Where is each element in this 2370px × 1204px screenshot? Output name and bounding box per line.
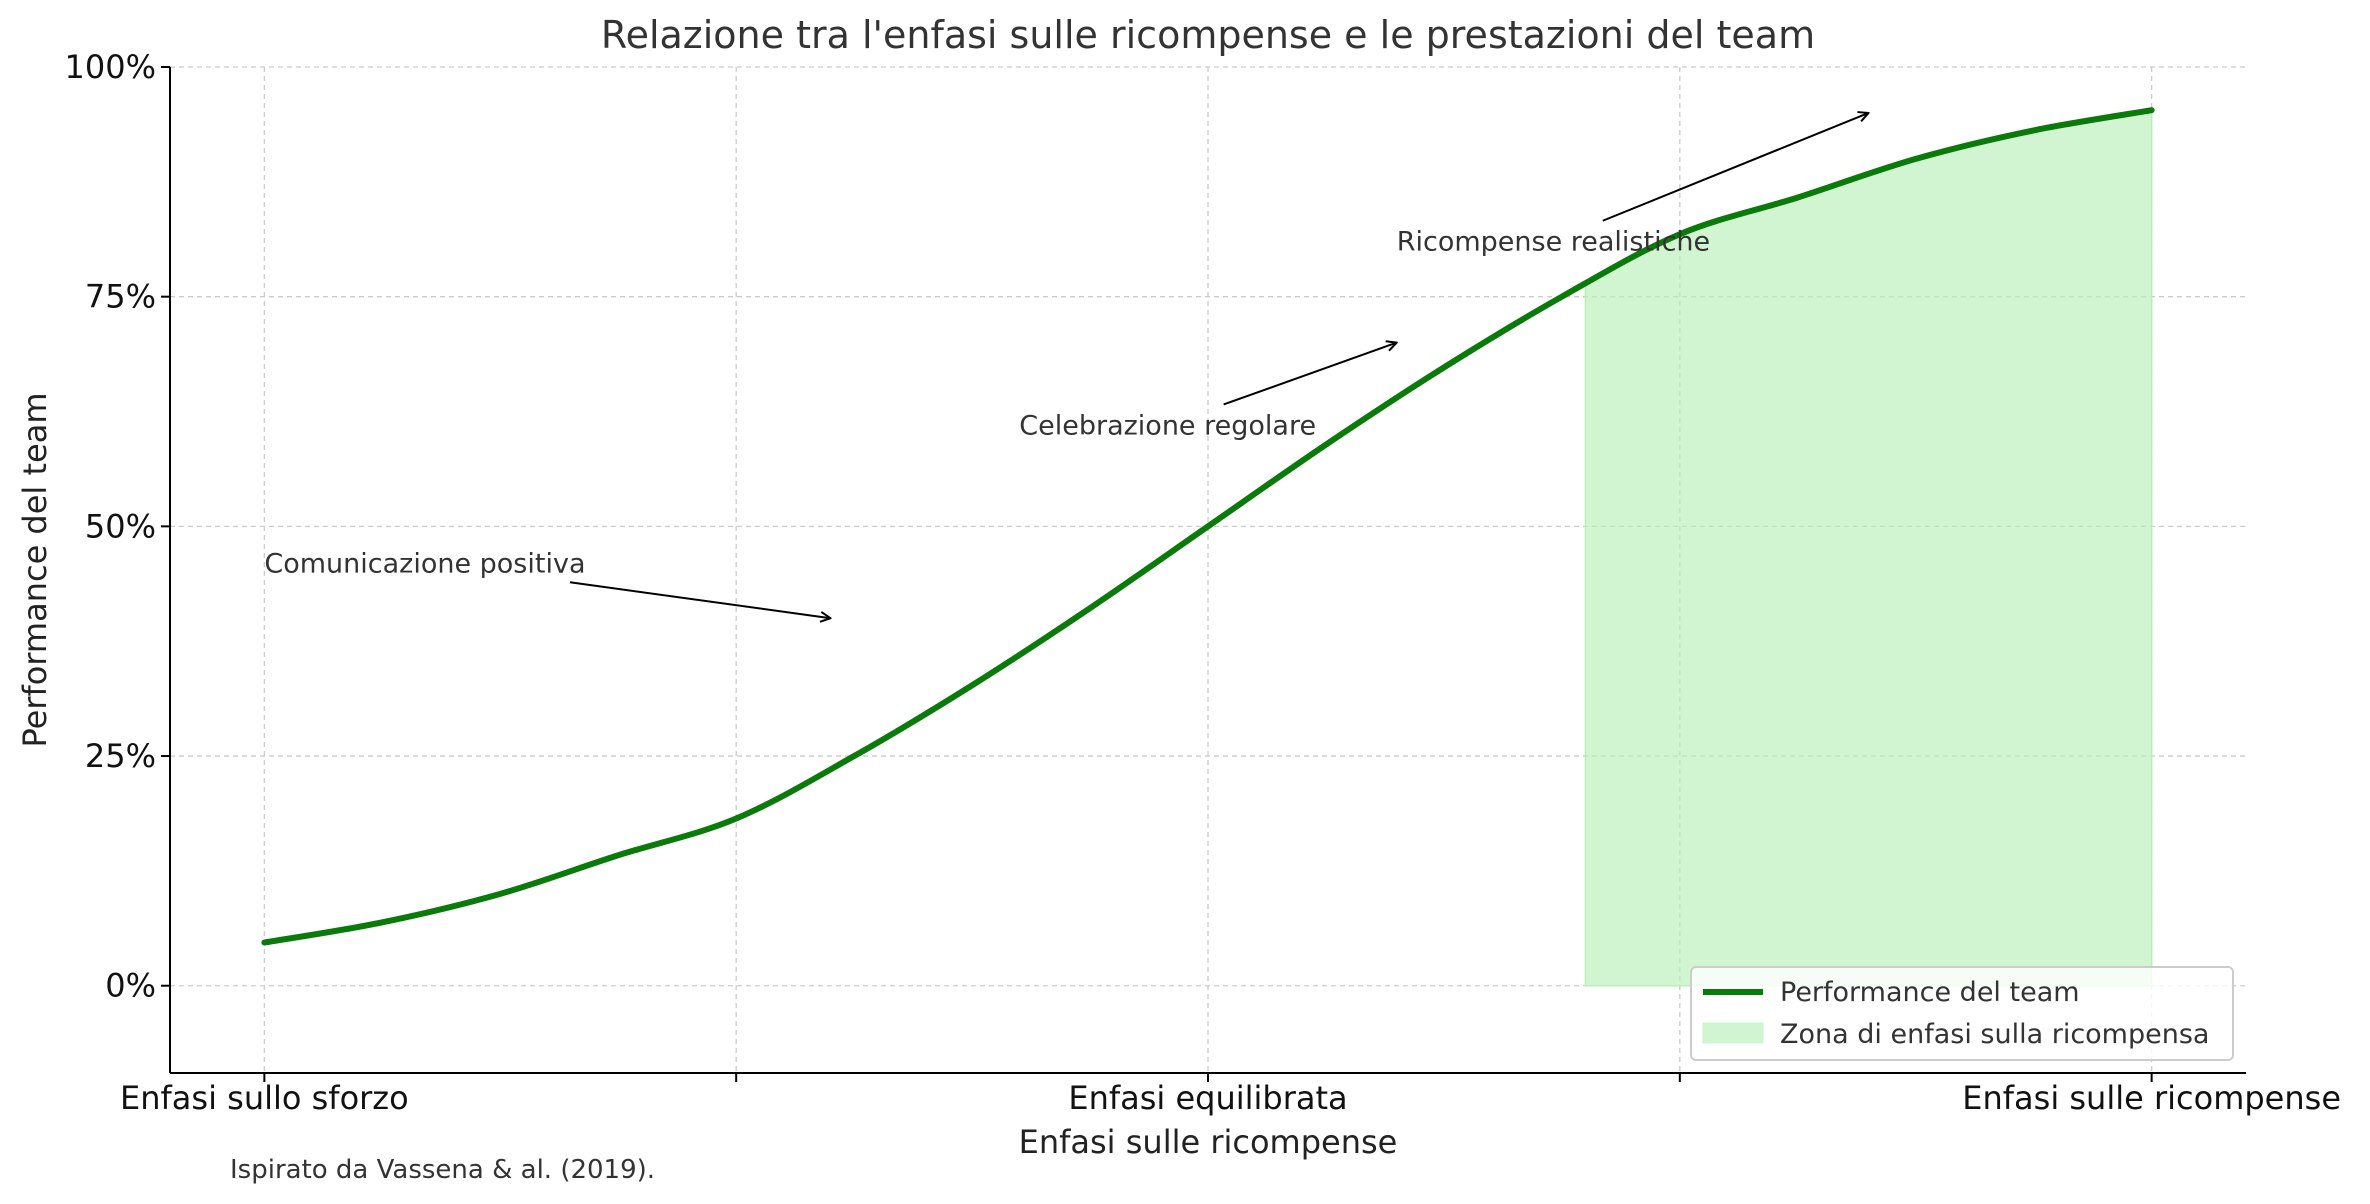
legend-label-performance: Performance del team <box>1780 977 2080 1008</box>
annotation-arrow <box>569 581 831 618</box>
x-tick-label: Enfasi sullo sforzo <box>120 1079 409 1117</box>
annotations: Comunicazione positiva Celebrazione regol… <box>264 113 1868 618</box>
x-axis-label: Enfasi sulle ricompense <box>1019 1123 1398 1161</box>
x-tick-label: Enfasi equilibrata <box>1068 1079 1347 1117</box>
annotation-text: Comunicazione positiva <box>264 548 585 579</box>
y-tick-label: 25% <box>85 737 156 775</box>
y-ticks: 0% 25% 50% 75% 100% <box>65 48 170 1005</box>
source-note: Ispirato da Vassena & al. (2019). <box>230 1155 655 1185</box>
legend-frame <box>1690 966 2234 1061</box>
y-tick-label: 50% <box>85 507 156 545</box>
legend: Performance del team Zona di enfasi sull… <box>1690 966 2234 1061</box>
annotation-arrow <box>1223 343 1397 406</box>
y-tick-label: 100% <box>65 48 156 86</box>
x-tick-label: Enfasi sulle ricompense <box>1962 1079 2341 1117</box>
y-tick-label: 0% <box>105 967 156 1005</box>
annotation-text: Celebrazione regolare <box>1019 410 1316 441</box>
series-layer <box>261 107 2155 946</box>
annotation-text: Ricompense realistiche <box>1397 227 1710 258</box>
legend-label-zona: Zona di enfasi sulla ricompensa <box>1780 1019 2209 1050</box>
y-axis-label: Performance del team <box>16 392 54 747</box>
chart-title: Relazione tra l'enfasi sulle ricompense … <box>601 13 1815 57</box>
series-line-performance <box>261 107 2155 946</box>
legend-fill-swatch <box>1702 1022 1764 1044</box>
x-ticks: Enfasi sullo sforzo Enfasi equilibrata Enf… <box>120 1073 2341 1117</box>
annotation-arrow <box>1602 113 1869 222</box>
y-tick-label: 75% <box>85 278 156 316</box>
